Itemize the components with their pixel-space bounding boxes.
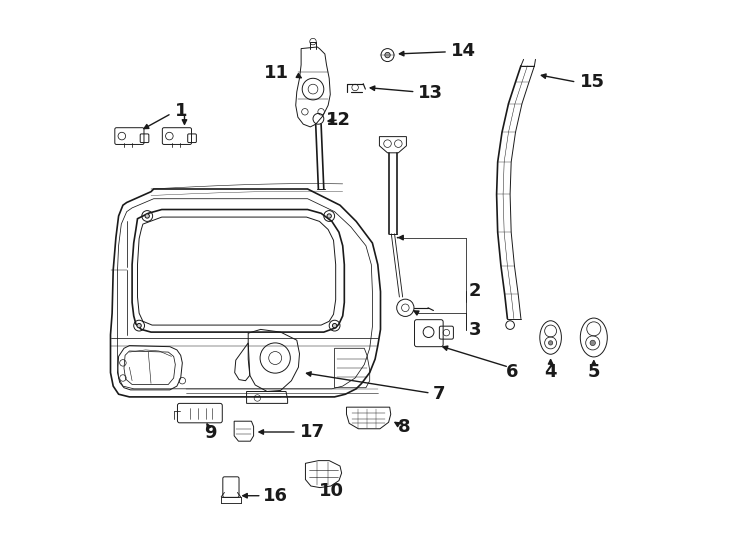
Text: 16: 16 <box>264 487 288 505</box>
Circle shape <box>548 341 553 345</box>
Circle shape <box>385 52 390 58</box>
Text: 8: 8 <box>397 417 410 436</box>
Text: 6: 6 <box>506 362 518 381</box>
Text: 3: 3 <box>468 321 481 340</box>
Text: 10: 10 <box>319 482 344 501</box>
Text: 9: 9 <box>204 424 217 442</box>
Text: 17: 17 <box>299 423 324 441</box>
Text: 15: 15 <box>581 73 606 91</box>
Text: 1: 1 <box>175 102 187 120</box>
Text: 13: 13 <box>418 84 443 102</box>
Text: 11: 11 <box>264 64 288 82</box>
Circle shape <box>145 214 150 218</box>
Text: 14: 14 <box>451 42 476 60</box>
Text: 4: 4 <box>545 362 557 381</box>
Text: 2: 2 <box>468 281 481 300</box>
Circle shape <box>590 340 595 346</box>
Text: 5: 5 <box>587 362 600 381</box>
Text: 7: 7 <box>433 385 446 403</box>
Circle shape <box>137 323 141 328</box>
Circle shape <box>327 214 331 218</box>
Text: 12: 12 <box>326 111 351 129</box>
Circle shape <box>333 323 337 328</box>
